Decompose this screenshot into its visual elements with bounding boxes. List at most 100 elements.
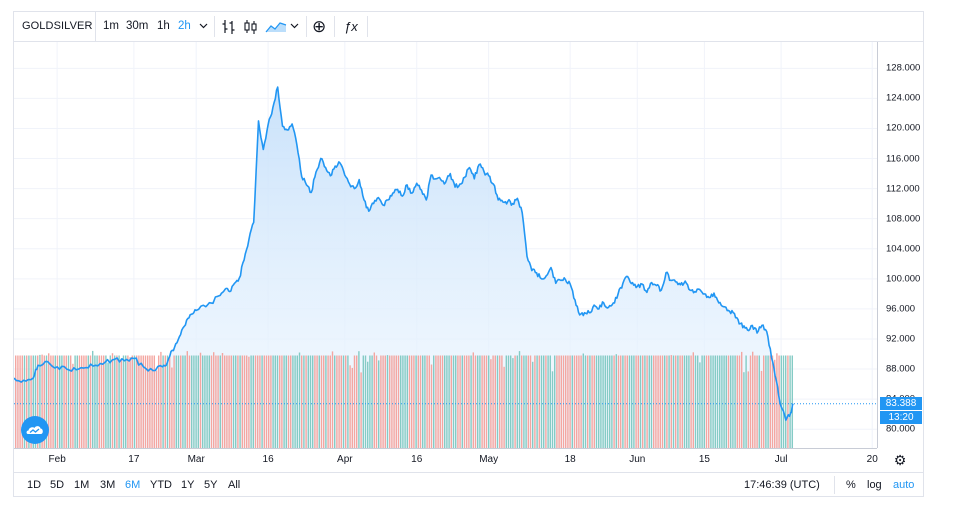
time-tick-label: May xyxy=(479,454,499,465)
bottom-toolbar: 1D 5D 1M 3M 6M YTD 1Y 5Y All 17:46:39 (U… xyxy=(14,472,923,497)
volume-bar xyxy=(239,355,241,448)
area-style-icon[interactable] xyxy=(265,12,287,41)
chart-pane[interactable] xyxy=(14,42,877,448)
volume-bar xyxy=(683,355,686,448)
volume-bar xyxy=(184,355,186,448)
volume-bar xyxy=(149,355,151,448)
volume-bar xyxy=(499,355,501,448)
volume-bar xyxy=(738,355,741,448)
volume-bar xyxy=(785,355,787,448)
volume-bar xyxy=(490,359,492,448)
time-tick-label: 16 xyxy=(262,454,274,465)
volume-bar xyxy=(507,355,510,448)
volume-bar xyxy=(769,355,771,448)
volume-bar xyxy=(173,355,175,448)
interval-1h[interactable]: 1h xyxy=(157,20,170,32)
volume-bar xyxy=(274,355,276,448)
volume-bar xyxy=(479,355,481,448)
range-1y[interactable]: 1Y xyxy=(181,479,195,491)
interval-30m[interactable]: 30m xyxy=(126,20,149,32)
server-time[interactable]: 17:46:39 (UTC) xyxy=(744,479,820,491)
symbol-search[interactable]: GOLDSILVER xyxy=(14,12,96,41)
percent-toggle[interactable]: % xyxy=(846,479,856,491)
compare-add-icon[interactable]: ⊕ xyxy=(312,17,327,36)
volume-bar xyxy=(210,355,213,448)
volume-bar xyxy=(408,355,411,448)
volume-bar xyxy=(329,355,331,448)
volume-bar xyxy=(782,355,785,448)
volume-bar xyxy=(217,355,219,448)
volume-bar xyxy=(364,355,367,448)
volume-bar xyxy=(732,355,734,448)
volume-bar xyxy=(21,355,23,448)
volume-bar xyxy=(477,355,479,448)
volume-bar xyxy=(92,350,94,448)
candle-style-icon[interactable] xyxy=(243,12,259,41)
price-chart[interactable] xyxy=(14,42,877,448)
range-5y[interactable]: 5Y xyxy=(204,479,218,491)
bar-style-icon[interactable] xyxy=(221,12,237,41)
volume-bar xyxy=(380,355,382,448)
volume-bar xyxy=(164,355,166,448)
range-1m[interactable]: 1M xyxy=(74,479,90,491)
settings-gear-icon[interactable]: ⚙ xyxy=(893,452,907,468)
volume-bar xyxy=(556,355,558,448)
volume-bar xyxy=(50,355,52,448)
volume-bar xyxy=(523,355,525,448)
interval-2h[interactable]: 2h xyxy=(178,20,191,32)
volume-bar xyxy=(763,355,765,448)
price-scale[interactable]: 80.00084.00088.00092.00096.000100.000104… xyxy=(877,42,923,448)
tradingview-logo[interactable] xyxy=(21,416,49,444)
volume-bar xyxy=(483,355,485,448)
range-1d[interactable]: 1D xyxy=(27,479,42,491)
volume-bar xyxy=(692,352,694,448)
volume-bar xyxy=(611,355,613,448)
volume-bar xyxy=(672,355,675,448)
volume-bar xyxy=(327,355,329,448)
volume-bar xyxy=(448,355,450,448)
indicators-fx-icon[interactable]: ƒx xyxy=(344,19,358,34)
range-5d[interactable]: 5D xyxy=(50,479,65,491)
range-6m[interactable]: 6M xyxy=(125,479,141,491)
volume-bar xyxy=(230,355,232,448)
time-scale[interactable]: Feb 17 Mar 16 Apr 16 May 18 Jun 15 Jul 20 xyxy=(14,448,878,472)
volume-bar xyxy=(114,355,116,448)
volume-bar xyxy=(657,355,659,448)
volume-bar xyxy=(318,355,320,448)
volume-bar xyxy=(571,355,573,448)
chevron-down-icon[interactable] xyxy=(290,12,300,41)
volume-bar xyxy=(723,355,725,448)
volume-bar xyxy=(516,355,518,448)
volume-bar xyxy=(620,355,622,448)
volume-bar xyxy=(15,355,17,448)
volume-bar xyxy=(298,352,301,448)
volume-bar xyxy=(560,355,562,448)
volume-bar xyxy=(155,370,158,448)
interval-1m[interactable]: 1m xyxy=(103,20,119,32)
volume-bar xyxy=(188,355,191,448)
range-3m[interactable]: 3M xyxy=(100,479,116,491)
volume-bar xyxy=(94,355,96,448)
volume-bar xyxy=(789,355,791,448)
chevron-down-icon[interactable] xyxy=(199,12,209,41)
volume-bar xyxy=(787,355,789,448)
cloud-icon xyxy=(26,426,43,434)
price-tick-label: 128.000 xyxy=(886,62,921,74)
volume-bar xyxy=(741,351,743,448)
volume-bar xyxy=(558,355,560,448)
volume-bar xyxy=(32,355,34,448)
volume-bar xyxy=(17,355,19,448)
volume-bar xyxy=(422,355,424,448)
volume-bar xyxy=(219,355,221,448)
volume-bar xyxy=(125,355,127,448)
volume-bar xyxy=(177,355,180,448)
volume-bar xyxy=(182,355,184,448)
volume-bar xyxy=(433,355,435,448)
range-all[interactable]: All xyxy=(228,479,241,491)
log-toggle[interactable]: log xyxy=(867,479,882,491)
auto-toggle[interactable]: auto xyxy=(893,479,915,491)
range-ytd[interactable]: YTD xyxy=(150,479,172,491)
last-price-badge: 83.388 xyxy=(880,396,922,410)
volume-bar xyxy=(543,355,545,448)
volume-bar xyxy=(587,355,589,448)
